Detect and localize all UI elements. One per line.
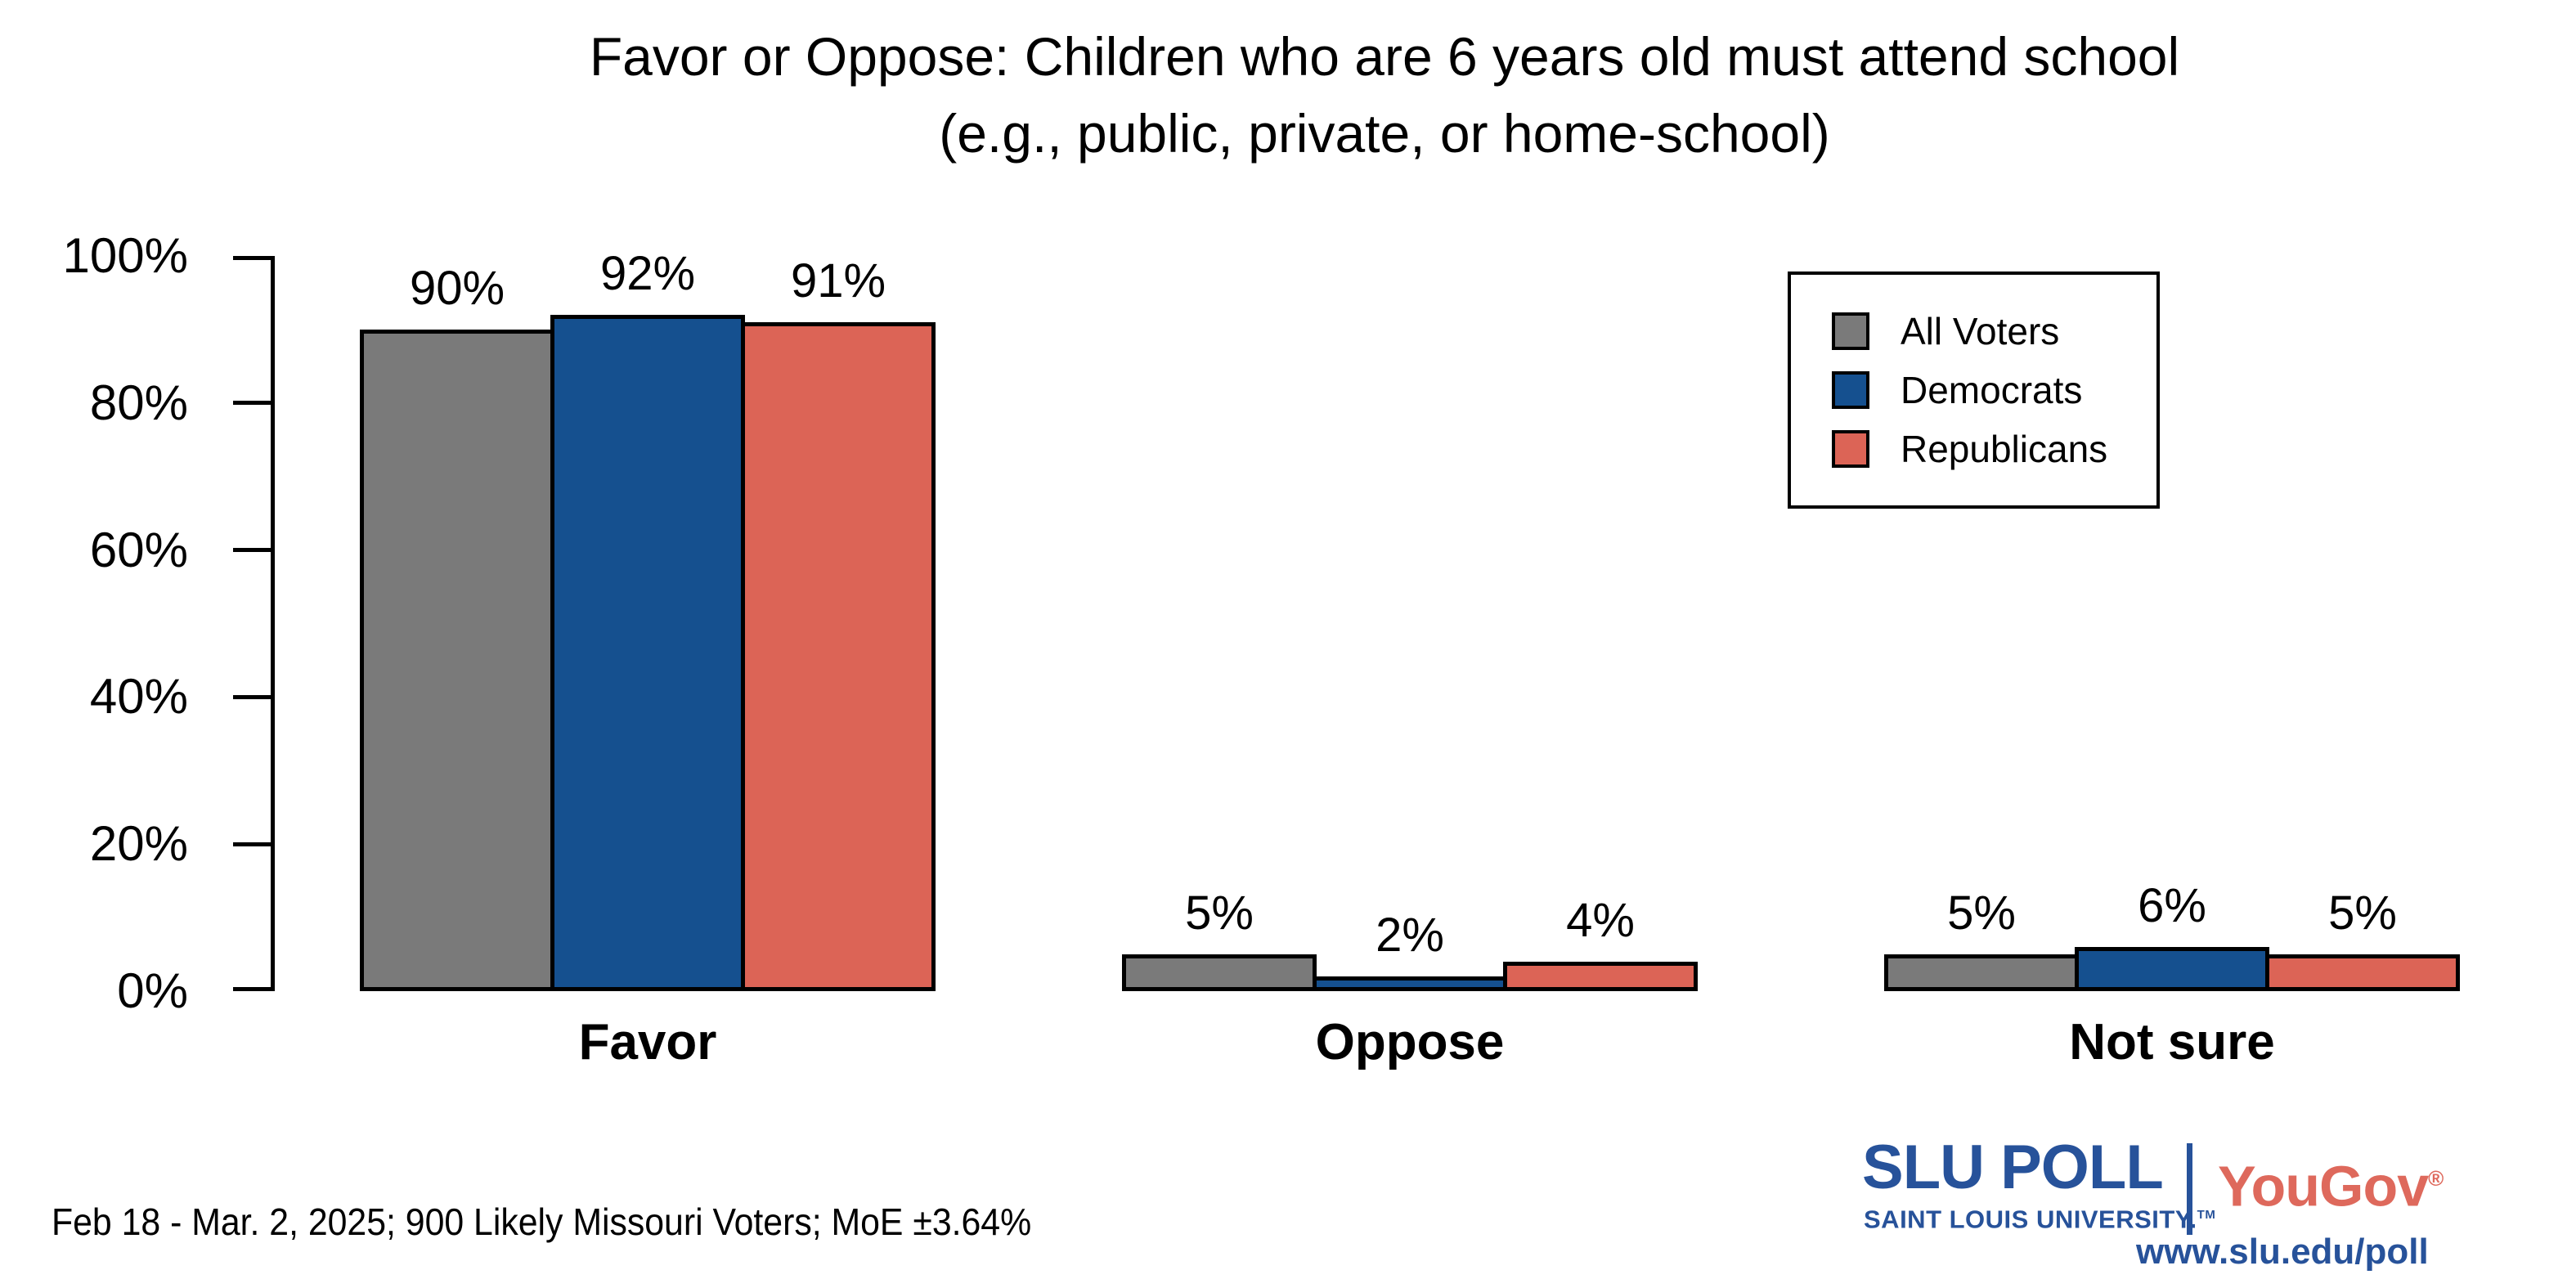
chart-title-line1: Favor or Oppose: Children who are 6 year… (589, 26, 2180, 87)
legend-item-label: All Voters (1901, 310, 2060, 352)
chart-title-line2: (e.g., public, private, or home-school) (939, 103, 1830, 164)
y-axis-tick (233, 842, 271, 846)
bar (2075, 947, 2269, 991)
legend-item-label: Republicans (1901, 428, 2108, 470)
legend-box: All Voters Democrats Republicans (1788, 272, 2160, 509)
y-axis-tick-label: 100% (62, 228, 188, 283)
slu-subtitle: SAINT LOUIS UNIVERSITY.TM (1864, 1201, 2215, 1233)
legend-swatch (1832, 312, 1869, 350)
bar (1313, 976, 1507, 991)
bar-value-label: 5% (2328, 886, 2397, 940)
bar (741, 322, 936, 991)
bar (360, 330, 554, 991)
category-label: Oppose (1315, 1014, 1505, 1070)
chart-title: Favor or Oppose: Children who are 6 year… (275, 18, 2494, 172)
registered-symbol: ® (2428, 1166, 2444, 1191)
legend-item-label: Democrats (1901, 369, 2083, 411)
y-axis-tick-label: 40% (89, 669, 188, 724)
slu-poll-url: www.slu.edu/poll (2136, 1232, 2429, 1272)
y-axis-tick (233, 401, 271, 405)
slu-poll-wordmark: SLU POLL (1862, 1133, 2164, 1202)
y-axis-tick (233, 987, 271, 991)
bar-value-label: 92% (599, 247, 696, 300)
y-axis-line (271, 256, 275, 991)
bar-value-label: 5% (1185, 886, 1254, 940)
category-label: Favor (578, 1014, 717, 1070)
category-label: Not sure (2069, 1014, 2275, 1070)
bar-value-label: 2% (1376, 909, 1444, 962)
y-axis-tick (233, 548, 271, 552)
bar (2265, 954, 2460, 991)
survey-footnote: Feb 18 - Mar. 2, 2025; 900 Likely Missou… (52, 1200, 1032, 1243)
yougov-wordmark: YouGov® (2218, 1148, 2444, 1218)
y-axis-tick-label: 0% (117, 963, 188, 1018)
legend-swatch (1832, 371, 1869, 409)
trademark-symbol: TM (2197, 1208, 2216, 1222)
legend-swatch (1832, 430, 1869, 468)
y-axis-tick (233, 695, 271, 699)
bar (1503, 962, 1698, 991)
legend-item: Republicans (1832, 430, 2107, 468)
y-axis-tick (233, 256, 271, 260)
bar (1884, 954, 2079, 991)
bar-value-label: 91% (790, 254, 886, 307)
legend-item: Democrats (1832, 371, 2107, 409)
slu-subtitle-text: SAINT LOUIS UNIVERSITY. (1864, 1205, 2197, 1234)
y-axis-tick-label: 60% (89, 523, 188, 577)
yougov-text: YouGov (2218, 1154, 2429, 1218)
y-axis-tick-label: 20% (89, 816, 188, 871)
bar (550, 315, 745, 991)
legend-items: All Voters Democrats Republicans (1791, 312, 2107, 468)
bar-value-label: 4% (1566, 894, 1635, 947)
legend-item: All Voters (1832, 312, 2107, 350)
y-axis-tick-label: 80% (89, 375, 188, 430)
bar (1122, 954, 1317, 991)
bar-value-label: 5% (1947, 886, 2016, 940)
bar-value-label: 6% (2138, 879, 2206, 932)
logo-divider (2187, 1143, 2192, 1235)
bar-value-label: 90% (409, 262, 505, 315)
